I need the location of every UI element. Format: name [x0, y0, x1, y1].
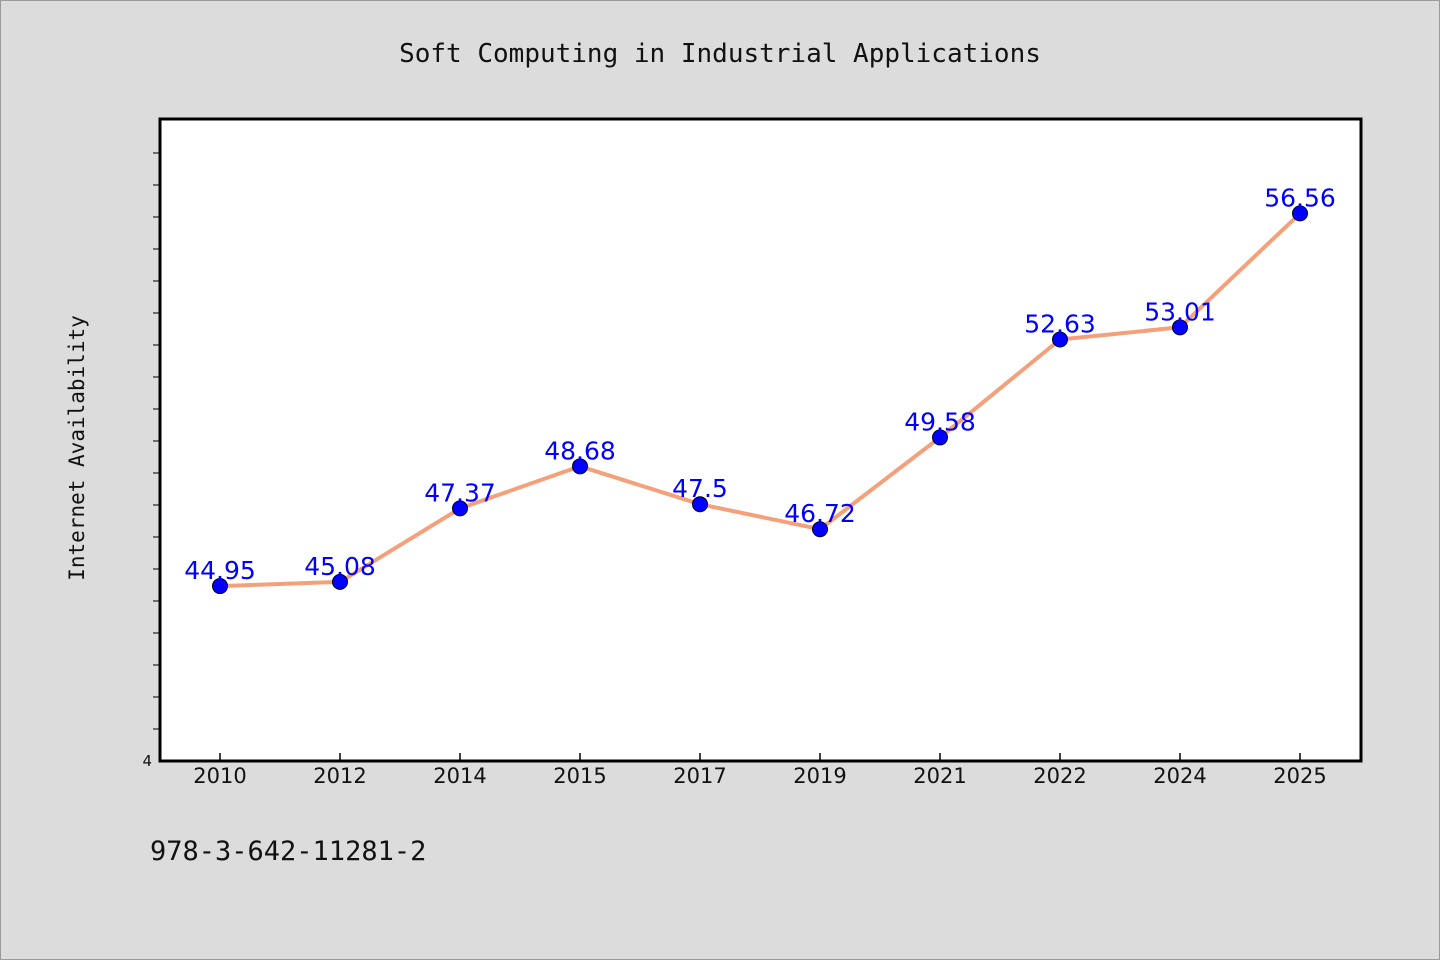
y-axis-ticks	[153, 152, 160, 730]
x-tick-label: 2014	[433, 764, 486, 788]
data-label: 53.01	[1144, 297, 1216, 326]
data-label: 45.08	[304, 552, 376, 581]
data-label: 46.72	[784, 499, 856, 528]
x-tick-label: 2010	[193, 764, 246, 788]
data-markers	[212, 205, 1308, 595]
series-line	[218, 211, 1302, 589]
isbn-footer: 978-3-642-11281-2	[150, 836, 427, 867]
x-tick-label: 2024	[1153, 764, 1206, 788]
data-point	[932, 429, 948, 446]
x-tick-label: 2021	[913, 764, 966, 788]
y-axis-label: Internet Availability	[65, 315, 89, 581]
data-label: 52.63	[1024, 310, 1096, 339]
y-axis-min-label: 4	[142, 752, 152, 770]
data-point	[692, 496, 708, 513]
data-label: 56.56	[1264, 183, 1336, 212]
data-label: 47.5	[672, 474, 728, 503]
data-label: 44.95	[184, 556, 256, 585]
data-point	[332, 573, 348, 590]
data-point	[1052, 331, 1068, 348]
x-axis-ticks: 2010 2012 2014 2015 2017 2019 2021 2022 2024 2025	[193, 753, 1327, 788]
data-point	[572, 458, 588, 475]
data-point	[812, 521, 828, 538]
data-point	[1292, 205, 1308, 222]
plot-area	[158, 117, 1363, 763]
x-tick-label: 2025	[1273, 764, 1326, 788]
x-tick-label: 2022	[1033, 764, 1086, 788]
data-label: 49.58	[904, 407, 976, 436]
data-point	[1172, 319, 1188, 336]
data-label: 48.68	[544, 436, 616, 465]
data-point	[212, 578, 228, 595]
chart-title: Soft Computing in Industrial Application…	[399, 39, 1041, 69]
series-line-group	[218, 211, 1302, 589]
x-tick-label: 2012	[313, 764, 366, 788]
data-point	[452, 500, 468, 517]
x-tick-label: 2015	[553, 764, 606, 788]
data-labels: 44.95 45.08 47.37 48.68 47.5 46.72 49.58 52.63 5…	[184, 183, 1336, 585]
x-tick-label: 2017	[673, 764, 726, 788]
x-tick-label: 2019	[793, 764, 846, 788]
data-label: 47.37	[424, 478, 496, 507]
